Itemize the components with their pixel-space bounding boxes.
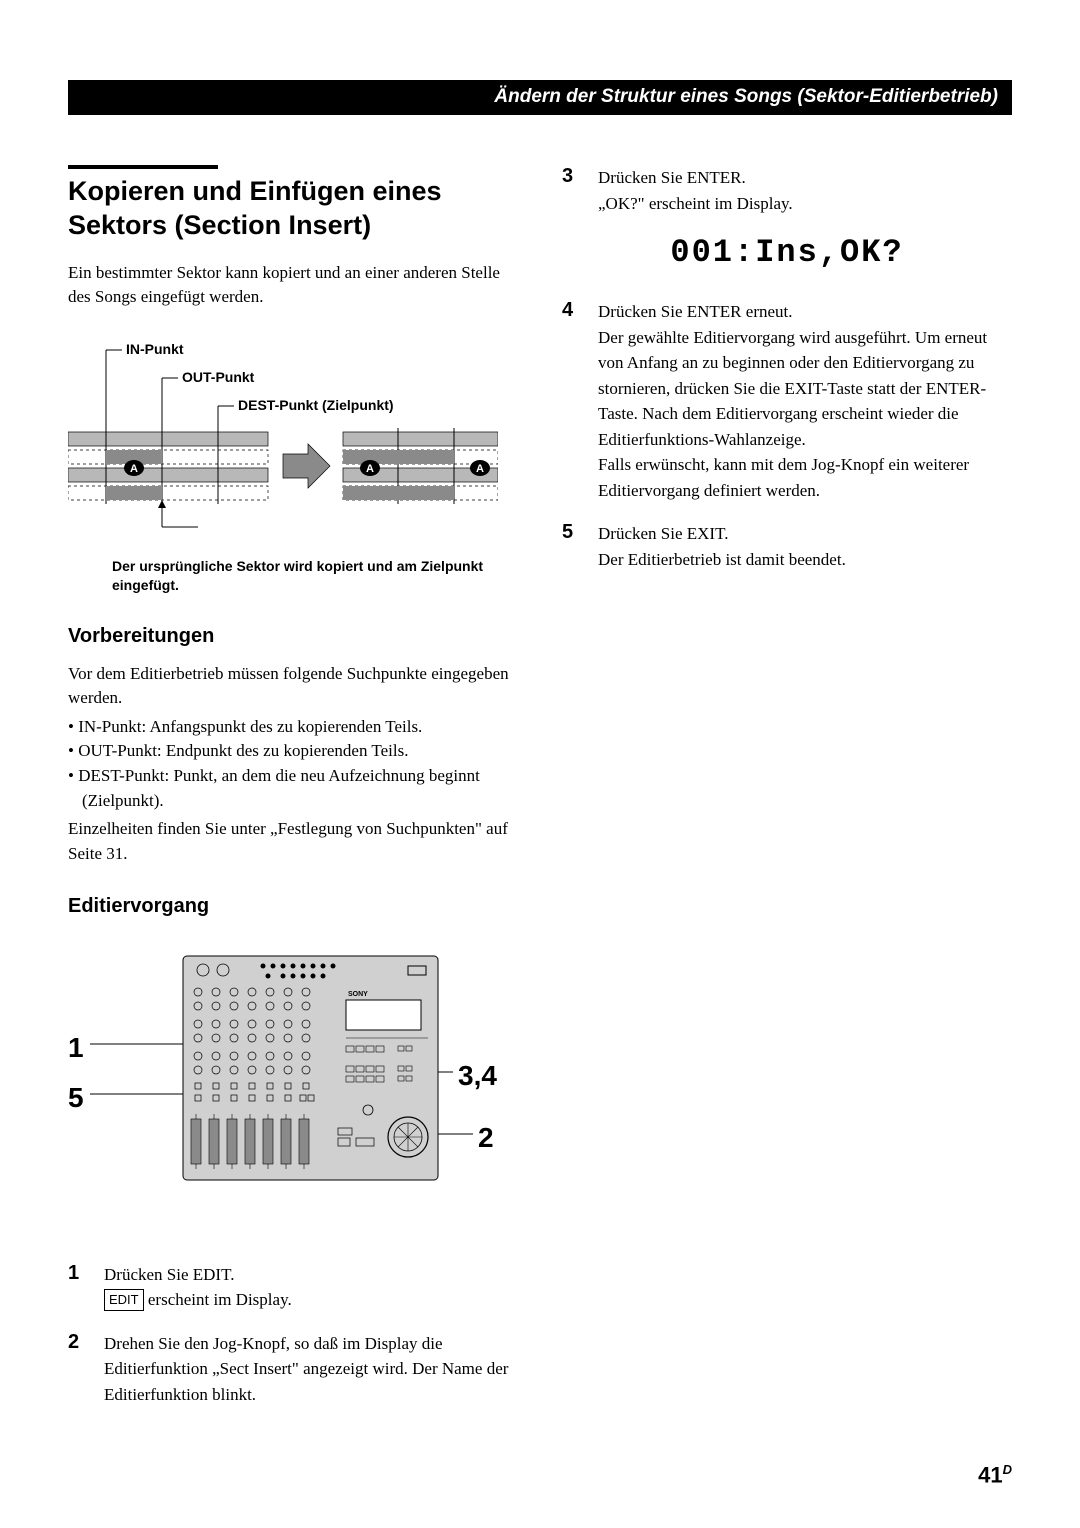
prep-bullets: • IN-Punkt: Anfangspunkt des zu kopieren… [68,715,518,814]
step-body: Drehen Sie den Jog-Knopf, so daß im Disp… [104,1331,518,1408]
bullet-item: • IN-Punkt: Anfangspunkt des zu kopieren… [68,715,518,740]
source-tracks: A [68,428,268,527]
title-rule [68,165,218,169]
arrow-icon [283,444,330,488]
prep-intro: Vor dem Editierbetrieb müssen folgende S… [68,662,518,711]
edit-heading: Editiervorgang [68,895,518,918]
section-insert-diagram: IN-Punkt OUT-Punkt DEST-Punkt (Zielpunkt… [68,332,518,547]
bullet-item: • DEST-Punkt: Punkt, an dem die neu Aufz… [68,764,518,813]
step-body: Drücken Sie EDIT. EDIT erscheint im Disp… [104,1262,518,1313]
step-1: 1 Drücken Sie EDIT. EDIT erscheint im Di… [68,1262,518,1313]
step-number: 4 [562,299,584,503]
right-column: 3 Drücken Sie ENTER. „OK?" erscheint im … [562,165,1012,1425]
svg-text:A: A [366,463,374,475]
section-header-text: Ändern der Struktur eines Songs (Sektor-… [494,86,998,107]
content-columns: Kopieren und Einfügen eines Sektors (Sec… [68,165,1012,1425]
step-number: 1 [68,1262,90,1313]
svg-text:A: A [476,463,484,475]
page-number: 41D [978,1462,1012,1488]
step-5: 5 Drücken Sie EXIT. Der Editierbetrieb i… [562,521,1012,572]
step-2: 2 Drehen Sie den Jog-Knopf, so daß im Di… [68,1331,518,1408]
device-illustration: 1 5 3,4 2 [68,942,518,1222]
step-number: 3 [562,165,584,216]
svg-text:SONY: SONY [348,991,368,998]
step-4: 4 Drücken Sie ENTER erneut. Der gewählte… [562,299,1012,503]
prep-heading: Vorbereitungen [68,625,518,648]
left-column: Kopieren und Einfügen eines Sektors (Sec… [68,165,518,1425]
step-3: 3 Drücken Sie ENTER. „OK?" erscheint im … [562,165,1012,216]
prep-outro: Einzelheiten finden Sie unter „Festlegun… [68,817,518,866]
svg-text:A: A [130,463,138,475]
main-title: Kopieren und Einfügen eines Sektors (Sec… [68,175,518,243]
out-label: OUT-Punkt [182,369,255,385]
step-body: Drücken Sie ENTER. „OK?" erscheint im Di… [598,165,1012,216]
step-body: Drücken Sie ENTER erneut. Der gewählte E… [598,299,1012,503]
step-body: Drücken Sie EXIT. Der Editierbetrieb ist… [598,521,1012,572]
lcd-display: 001:Ins,OK? [562,234,1012,271]
edit-indicator-box: EDIT [104,1289,144,1311]
section-header: Ändern der Struktur eines Songs (Sektor-… [68,80,1012,115]
result-tracks: A A [343,428,498,504]
step-number: 5 [562,521,584,572]
bullet-item: • OUT-Punkt: Endpunkt des zu kopierenden… [68,739,518,764]
in-label: IN-Punkt [126,341,184,357]
intro-text: Ein bestimmter Sektor kann kopiert und a… [68,261,518,310]
step-number: 2 [68,1331,90,1408]
diagram-caption: Der ursprüngliche Sektor wird kopiert un… [112,557,518,595]
dest-label: DEST-Punkt (Zielpunkt) [238,397,394,413]
